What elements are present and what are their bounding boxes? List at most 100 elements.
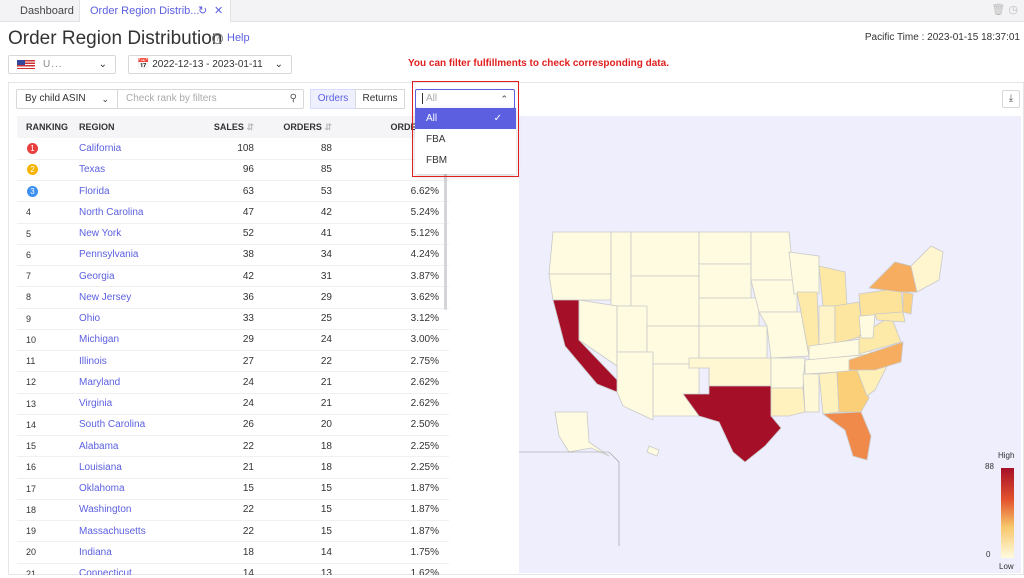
- map-state-indiana[interactable]: [818, 305, 836, 347]
- map-state-kansas[interactable]: [698, 325, 768, 359]
- cell-orders: 15: [264, 499, 342, 522]
- fulfillment-option-all[interactable]: All ✓: [415, 108, 516, 129]
- map-state-west-virginia[interactable]: [858, 313, 876, 339]
- cell-region[interactable]: South Carolina: [79, 414, 186, 437]
- map-state-hawaii[interactable]: [646, 445, 660, 457]
- map-state-nebraska[interactable]: [698, 297, 760, 327]
- cell-region[interactable]: Ohio: [79, 308, 186, 330]
- map-state-idaho[interactable]: [610, 231, 632, 307]
- tab-orders[interactable]: Orders: [310, 89, 356, 109]
- fulfillment-option-fbm[interactable]: FBM: [426, 155, 448, 166]
- map-state-alabama[interactable]: [818, 371, 840, 415]
- rank-search-input[interactable]: Check rank by filters ⚲: [117, 89, 304, 109]
- map-state-arizona[interactable]: [616, 351, 654, 421]
- cell-order-share: 3.62%: [342, 286, 449, 309]
- map-state-oregon[interactable]: [548, 273, 612, 301]
- date-range-value: 2022-12-13 - 2023-01-11: [152, 59, 263, 70]
- download-button[interactable]: ⤓: [1002, 90, 1020, 108]
- map-state-missouri[interactable]: [758, 311, 810, 359]
- help-link[interactable]: ? Help: [212, 32, 250, 44]
- map-state-virginia[interactable]: [858, 315, 902, 355]
- table-scrollbar[interactable]: [444, 140, 447, 310]
- cell-orders: 34: [264, 244, 342, 267]
- cell-region[interactable]: Illinois: [79, 350, 186, 373]
- map-state-florida[interactable]: [821, 411, 872, 461]
- map-state-minnesota[interactable]: [750, 231, 795, 281]
- tab-dashboard[interactable]: Dashboard: [20, 5, 74, 17]
- map-state-new-jersey[interactable]: [902, 291, 914, 315]
- map-state-washington[interactable]: [548, 231, 612, 275]
- store-name: U...: [43, 59, 63, 70]
- fulfillment-notice: You can filter fulfillments to check cor…: [408, 58, 669, 69]
- date-range-select[interactable]: 📅 2022-12-13 - 2023-01-11 ⌄: [128, 55, 292, 74]
- map-state-new-mexico[interactable]: [652, 363, 700, 417]
- search-icon[interactable]: ⚲: [289, 93, 297, 104]
- cell-region[interactable]: Virginia: [79, 393, 186, 415]
- cell-region[interactable]: Georgia: [79, 265, 186, 288]
- cell-sales: 15: [186, 478, 264, 500]
- fulfillment-placeholder: All: [426, 93, 438, 104]
- cell-region[interactable]: Alabama: [79, 435, 186, 458]
- map-state-south-dakota[interactable]: [698, 263, 752, 299]
- header-orders[interactable]: ORDERS ⇵: [264, 116, 342, 138]
- sort-icon: ⇵: [324, 121, 332, 132]
- fulfillment-option-fba[interactable]: FBA: [426, 134, 446, 145]
- download-icon: ⤓: [1008, 93, 1014, 104]
- map-state-montana[interactable]: [630, 231, 700, 277]
- map-state-alaska[interactable]: [554, 411, 610, 457]
- clock-icon[interactable]: ◷: [1008, 4, 1018, 16]
- tab-returns[interactable]: Returns: [355, 89, 405, 109]
- cell-region[interactable]: California: [79, 138, 186, 160]
- map-state-mississippi[interactable]: [802, 373, 820, 413]
- header-orders-label: ORDERS: [283, 121, 322, 132]
- cell-orders: 18: [264, 435, 342, 458]
- cell-sales: 22: [186, 520, 264, 543]
- trash-icon[interactable]: 🗑: [991, 4, 1006, 16]
- map-state-oklahoma[interactable]: [688, 357, 772, 387]
- cell-region[interactable]: New York: [79, 223, 186, 245]
- map-state-louisiana[interactable]: [770, 387, 806, 417]
- map-state-pennsylvania[interactable]: [858, 287, 904, 317]
- cell-region[interactable]: Connecticut: [79, 563, 186, 575]
- cell-region[interactable]: Michigan: [79, 329, 186, 352]
- cell-order-share: 3.12%: [342, 308, 449, 330]
- header-sales[interactable]: SALES ⇵: [186, 116, 264, 138]
- cell-region[interactable]: Florida: [79, 180, 186, 203]
- cell-region[interactable]: Pennsylvania: [79, 244, 186, 267]
- map-state-new-england[interactable]: [910, 245, 944, 293]
- tab-order-region[interactable]: Order Region Distrib... ↻ ✕: [79, 0, 231, 22]
- cell-region[interactable]: Indiana: [79, 541, 186, 564]
- map-state-utah[interactable]: [616, 305, 648, 353]
- cell-orders: 88: [264, 138, 342, 160]
- close-icon[interactable]: ✕: [214, 5, 224, 17]
- cell-region[interactable]: North Carolina: [79, 201, 186, 224]
- map-state-maryland[interactable]: [874, 311, 906, 323]
- cell-orders: 18: [264, 456, 342, 479]
- table-row: 2Texas96851...: [17, 159, 449, 182]
- cell-order-share: 1.87%: [342, 520, 449, 543]
- cell-orders: 21: [264, 393, 342, 415]
- map-state-michigan[interactable]: [818, 265, 848, 307]
- map-state-iowa[interactable]: [750, 279, 798, 313]
- cell-ranking: 5: [17, 223, 79, 245]
- refresh-icon[interactable]: ↻: [198, 5, 208, 17]
- cell-region[interactable]: Maryland: [79, 371, 186, 394]
- marketplace-select[interactable]: U... ⌄: [8, 55, 116, 74]
- cell-region[interactable]: New Jersey: [79, 286, 186, 309]
- table-row: 10 Michigan 29 24 3.00%: [17, 329, 449, 352]
- cell-region[interactable]: Louisiana: [79, 456, 186, 479]
- header-region: REGION: [79, 116, 186, 138]
- table-row: 13 Virginia 24 21 2.62%: [17, 393, 449, 415]
- cell-orders: 15: [264, 520, 342, 543]
- rank-type-select[interactable]: By child ASIN ⌄: [16, 89, 118, 109]
- cell-region[interactable]: Washington: [79, 499, 186, 522]
- cell-region[interactable]: Texas: [79, 159, 186, 182]
- pacific-time-label: Pacific Time :: [864, 32, 925, 43]
- map-state-north-dakota[interactable]: [698, 231, 752, 265]
- map-state-new-york[interactable]: [868, 261, 918, 293]
- map-state-north-carolina[interactable]: [848, 341, 904, 371]
- cell-region[interactable]: Massachusetts: [79, 520, 186, 543]
- map-state-wisconsin[interactable]: [788, 251, 820, 295]
- cell-region[interactable]: Oklahoma: [79, 478, 186, 500]
- map-state-arkansas[interactable]: [770, 357, 806, 389]
